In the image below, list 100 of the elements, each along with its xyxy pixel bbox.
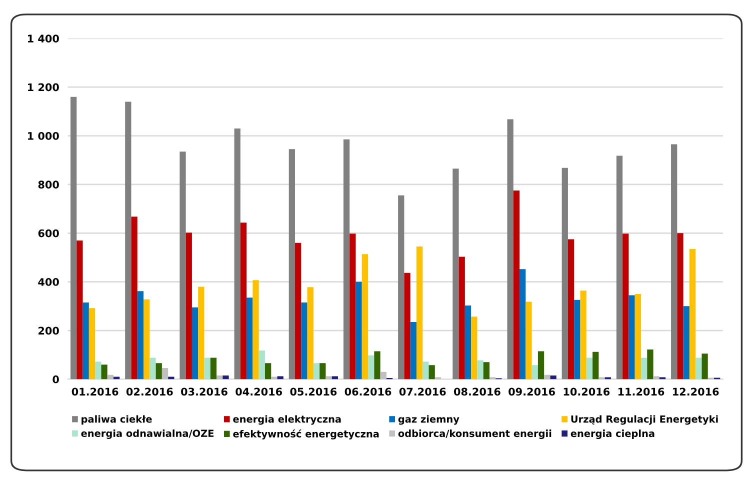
bar xyxy=(258,350,265,380)
bar xyxy=(240,222,247,380)
bar xyxy=(422,362,429,380)
bar xyxy=(234,128,240,380)
bar xyxy=(192,307,198,380)
bar xyxy=(640,358,648,380)
bar xyxy=(574,300,580,380)
bar xyxy=(580,290,586,380)
bar xyxy=(416,246,423,380)
bar xyxy=(616,156,623,380)
bar xyxy=(88,308,96,380)
y-tick-label: 1 400 xyxy=(28,34,59,43)
bar xyxy=(362,254,368,380)
bar xyxy=(186,232,192,380)
x-tick-label: 05.2016 xyxy=(290,388,337,396)
bar xyxy=(101,364,108,380)
bar xyxy=(702,354,708,380)
bar xyxy=(95,362,102,380)
bar xyxy=(131,216,138,380)
x-tick-label: 02.2016 xyxy=(126,388,173,396)
bar xyxy=(264,363,272,380)
legend-label: odbiorca/konsument energii xyxy=(398,430,552,440)
bar xyxy=(683,306,690,380)
bar xyxy=(210,358,217,380)
legend-label: gaz ziemny xyxy=(398,415,460,425)
bar xyxy=(696,358,702,380)
y-tick-label: 600 xyxy=(38,229,59,238)
bar xyxy=(677,233,684,380)
bar xyxy=(568,239,574,380)
bar xyxy=(70,96,77,380)
bar xyxy=(532,365,538,380)
bar xyxy=(410,322,416,380)
x-tick-label: 03.2016 xyxy=(181,388,228,396)
bar xyxy=(586,358,593,380)
bar xyxy=(356,282,362,380)
y-tick-label: 200 xyxy=(38,326,59,335)
bar xyxy=(295,242,302,380)
bar xyxy=(526,302,532,380)
bar xyxy=(622,234,629,380)
bar xyxy=(634,294,641,380)
bar xyxy=(150,358,156,380)
x-tick-label: 10.2016 xyxy=(564,388,610,396)
bar xyxy=(326,376,332,380)
x-tick-label: 12.2016 xyxy=(673,388,719,396)
bar xyxy=(216,376,223,380)
legend-label: efektywność energetyczna xyxy=(233,430,379,440)
bar xyxy=(320,363,326,380)
bar xyxy=(458,256,465,380)
bar xyxy=(562,168,568,380)
bar xyxy=(368,355,374,380)
bar xyxy=(137,291,144,380)
bar xyxy=(404,272,410,380)
bar xyxy=(144,299,150,380)
bar xyxy=(180,152,186,380)
legend-label: paliwa ciekłe xyxy=(82,415,152,425)
bar xyxy=(162,368,168,380)
bar xyxy=(464,305,472,380)
legend-label: Urząd Regulacji Energetyki xyxy=(571,415,718,425)
bar xyxy=(592,352,599,380)
bar xyxy=(246,298,253,380)
bar xyxy=(82,302,89,380)
x-tick-label: 04.2016 xyxy=(236,388,282,396)
bar xyxy=(301,302,308,380)
bar xyxy=(452,168,459,380)
bar xyxy=(222,376,229,380)
y-tick-label: 800 xyxy=(38,180,59,189)
bar xyxy=(350,234,356,380)
x-tick-label: 08.2016 xyxy=(454,388,500,396)
bar xyxy=(689,248,696,380)
bar xyxy=(125,102,132,380)
bar xyxy=(252,280,259,380)
bar xyxy=(520,269,526,380)
bar xyxy=(671,144,678,380)
bar xyxy=(538,351,544,380)
legend-label: energia elektryczna xyxy=(233,415,341,425)
y-tick-label: 0 xyxy=(52,375,59,384)
bar xyxy=(507,119,514,380)
bar xyxy=(313,363,320,380)
bar xyxy=(76,240,83,380)
y-tick-label: 1 200 xyxy=(28,83,59,92)
bar xyxy=(288,149,296,380)
bar xyxy=(398,195,404,380)
bar xyxy=(156,363,162,380)
bar xyxy=(647,350,654,380)
y-tick-label: 400 xyxy=(38,278,59,286)
bar xyxy=(198,286,204,380)
legend-label: energia odnawialna/OZE xyxy=(81,429,214,439)
bar xyxy=(374,351,380,380)
x-tick-label: 06.2016 xyxy=(344,388,392,396)
x-tick-label: 11.2016 xyxy=(618,388,664,396)
bar xyxy=(550,376,556,380)
bar xyxy=(380,372,386,380)
bar xyxy=(307,287,314,380)
bar xyxy=(628,295,635,380)
y-tick-label: 1 000 xyxy=(28,132,59,140)
bar xyxy=(477,360,484,380)
legend-label: energia cieplna xyxy=(570,430,654,440)
bar xyxy=(483,362,490,380)
x-tick-label: 01.2016 xyxy=(72,388,118,396)
x-tick-label: 09.2016 xyxy=(508,388,555,396)
